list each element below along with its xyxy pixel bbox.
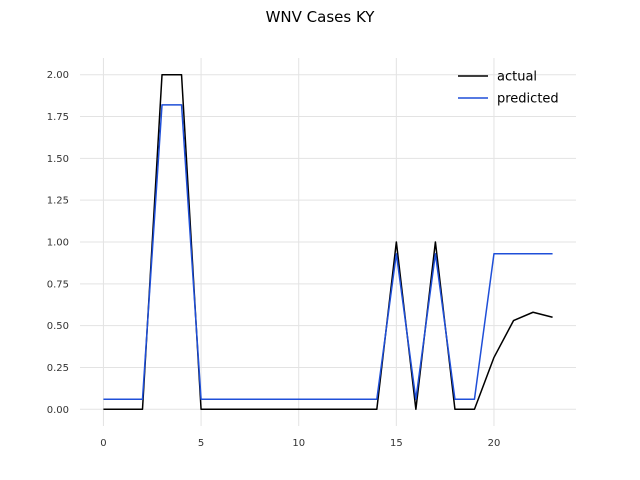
legend-label-actual: actual: [497, 70, 537, 85]
x-tick-label: 0: [100, 438, 106, 449]
legend: actual predicted: [458, 70, 559, 107]
axis-ticks: 0 5 10 15 20 0.00 0.25 0.50 0.75 1.00 1.25 1.50 1.75…: [47, 70, 501, 449]
series-line-actual: [103, 73, 553, 411]
x-tick-label: 15: [390, 438, 403, 449]
x-tick-label: 10: [292, 438, 305, 449]
y-tick-label: 0.00: [47, 405, 69, 416]
y-tick-label: 1.75: [47, 112, 69, 123]
grid: [80, 58, 576, 426]
y-tick-label: 2.00: [47, 70, 69, 81]
x-tick-label: 20: [488, 438, 501, 449]
y-tick-label: 1.00: [47, 238, 69, 249]
series-line-predicted: [103, 104, 553, 400]
chart-title: WNV Cases KY: [266, 8, 376, 26]
y-tick-label: 0.50: [47, 321, 69, 332]
legend-label-predicted: predicted: [497, 92, 559, 107]
x-tick-label: 5: [198, 438, 204, 449]
y-tick-label: 1.25: [47, 196, 69, 207]
y-tick-label: 0.75: [47, 279, 69, 290]
y-tick-label: 0.25: [47, 363, 69, 374]
y-tick-label: 1.50: [47, 154, 69, 165]
plot-series: [103, 73, 553, 411]
